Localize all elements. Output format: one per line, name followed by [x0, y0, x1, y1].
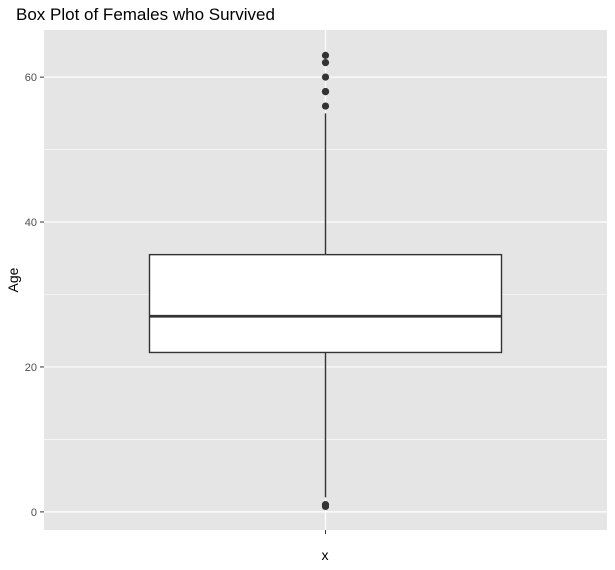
y-axis-label: Age: [5, 267, 21, 292]
x-axis-label: x: [322, 547, 329, 563]
outlier-point: [321, 502, 330, 511]
y-tick-label: 20: [25, 362, 37, 374]
outlier-point: [321, 59, 330, 67]
outlier-point: [321, 51, 330, 59]
y-tick-label: 40: [25, 217, 37, 229]
axes: 0 20 40 60: [25, 72, 326, 534]
y-tick-label: 60: [25, 72, 37, 84]
chart-title: Box Plot of Females who Survived: [16, 5, 275, 24]
outlier-point: [321, 73, 330, 81]
y-tick-label: 0: [31, 507, 37, 519]
box-group: [148, 51, 503, 511]
outlier-point: [321, 102, 330, 110]
outlier-point: [321, 87, 330, 96]
iqr-box: [148, 253, 503, 354]
